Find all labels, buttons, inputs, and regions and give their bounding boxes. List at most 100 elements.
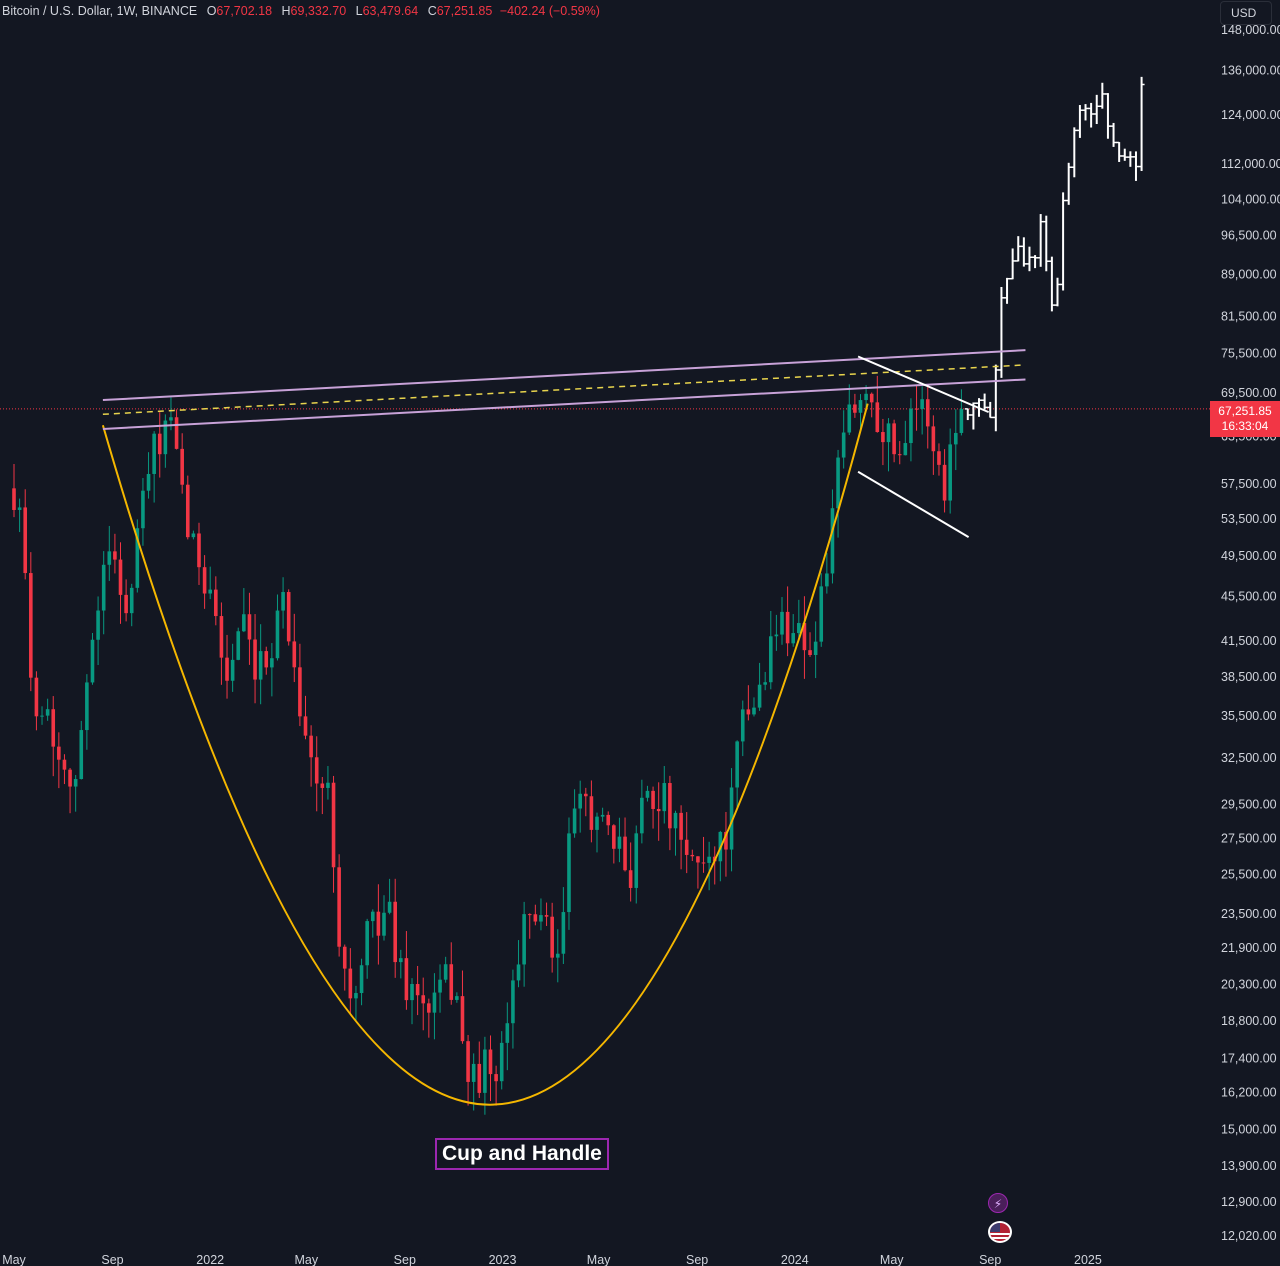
candle-body [219, 616, 224, 658]
projection-bars [964, 76, 1145, 432]
candle-body [309, 735, 313, 758]
candle-body [247, 614, 252, 640]
candle-body [29, 573, 33, 678]
candle-body [763, 682, 767, 685]
bar-countdown: 16:33:04 [1221, 419, 1269, 433]
candle-body [897, 454, 902, 456]
time-tick-label: May [2, 1253, 26, 1266]
candle-body [96, 610, 100, 640]
candle-body [320, 783, 325, 788]
price-tick-label: 75,500.00 [1221, 346, 1277, 360]
candle-body [847, 404, 852, 433]
candle-body [623, 836, 627, 871]
candle-body [656, 808, 661, 812]
candle-body [449, 964, 454, 1000]
candle-body [819, 586, 824, 642]
candle-body [640, 797, 644, 834]
time-tick-label: May [880, 1253, 904, 1266]
time-tick-label: 2023 [489, 1253, 517, 1266]
candle-body [141, 490, 145, 529]
candle-body [578, 793, 582, 809]
candle-body [533, 914, 538, 922]
candle-body [572, 808, 577, 834]
channel-upper-line [102, 349, 1026, 402]
candle-body [253, 639, 257, 680]
candle-body [735, 741, 739, 788]
candle-body [264, 651, 269, 668]
candle-body [236, 631, 241, 660]
candle-body [757, 684, 762, 708]
candle-body [376, 911, 381, 936]
candle-body [881, 432, 885, 443]
candle-body [471, 1063, 476, 1082]
candle-body [393, 901, 397, 963]
candle-body [298, 667, 302, 717]
candle-body [113, 551, 117, 560]
candle-body [23, 507, 28, 574]
candle-body [539, 915, 543, 922]
candle-body [90, 639, 95, 683]
price-tick-label: 35,500.00 [1221, 709, 1277, 723]
time-tick-label: May [587, 1253, 611, 1266]
candle-body [628, 870, 633, 888]
candle-body [421, 995, 426, 1004]
candle-body [813, 641, 818, 656]
candle-body [690, 854, 695, 857]
candle-body [746, 709, 751, 715]
candle-body [51, 709, 56, 747]
cup-curve [101, 403, 869, 1106]
candle-body [858, 400, 863, 413]
candle-body [387, 901, 392, 913]
candle-body [752, 707, 756, 715]
candle-body [612, 825, 616, 849]
candle-body [651, 790, 655, 809]
currency-button[interactable]: USD [1220, 1, 1272, 25]
time-tick-label: 2022 [196, 1253, 224, 1266]
candle-body [101, 564, 106, 611]
candle-body [225, 657, 229, 681]
candle-body [600, 814, 605, 817]
candle-body [668, 783, 672, 829]
price-tick-label: 81,500.00 [1221, 310, 1277, 324]
candle-body [331, 782, 336, 868]
candle-body [399, 958, 403, 963]
price-tick-label: 38,500.00 [1221, 670, 1277, 684]
candle-body [365, 921, 369, 966]
high-label: H [281, 4, 291, 18]
low-label: L [355, 4, 363, 18]
candle-body [959, 408, 964, 433]
candle-body [522, 914, 526, 965]
candle-body [326, 782, 330, 788]
price-tick-label: 53,500.00 [1221, 512, 1277, 526]
candle-body [836, 457, 840, 509]
candle-body [303, 716, 308, 736]
candle-body [875, 402, 880, 433]
candle-body [511, 980, 515, 1024]
candle-body [768, 636, 773, 683]
candle-body [903, 443, 908, 456]
symbol-header[interactable]: Bitcoin / U.S. Dollar, 1W, BINANCE O67,7… [2, 4, 600, 18]
candle-body [791, 633, 796, 644]
candle-body [17, 507, 22, 510]
candle-body [152, 433, 156, 474]
candle-body [438, 979, 442, 993]
pattern-label[interactable]: Cup and Handle [435, 1138, 609, 1170]
candle-body [645, 790, 650, 798]
channel-lower-line [102, 378, 1026, 430]
price-tick-label: 69,500.00 [1221, 386, 1277, 400]
candle-body [550, 916, 554, 958]
candle-body [589, 796, 594, 830]
handle-lower-line [857, 470, 970, 538]
lightning-icon[interactable]: ⚡ [988, 1193, 1008, 1213]
price-tick-label: 57,500.00 [1221, 477, 1277, 491]
price-tick-label: 45,500.00 [1221, 590, 1277, 604]
us-flag-icon[interactable] [988, 1221, 1012, 1243]
candle-body [937, 451, 941, 465]
candle-body [180, 448, 184, 485]
candle-body [432, 992, 437, 1013]
candle-body [146, 473, 151, 491]
candle-body [337, 867, 341, 947]
candle-body [948, 444, 952, 501]
candle-body [118, 559, 123, 595]
